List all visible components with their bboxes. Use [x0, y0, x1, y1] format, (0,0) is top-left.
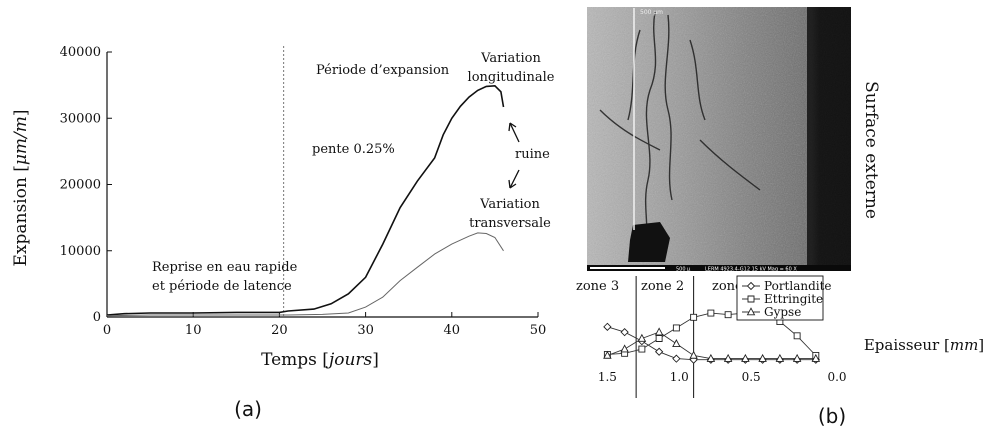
legend-marker — [746, 281, 756, 291]
y-tick-label: 20000 — [60, 178, 101, 193]
series-portlandite — [607, 326, 816, 361]
point-ettringite — [655, 335, 663, 342]
annotation-variation-transversale-1: Variation — [479, 197, 540, 212]
y-tick-label: 40000 — [60, 45, 101, 60]
surface-externe-label: Surface externe — [861, 81, 881, 219]
point-portlandite — [672, 354, 681, 363]
x-tick-label-b: 1.0 — [670, 370, 689, 384]
series-longitudinale — [106, 84, 505, 316]
legend-label: Gypse — [764, 305, 801, 319]
x-axis-label-b: Epaisseur [mm] — [864, 336, 984, 354]
x-tick-label: 0 — [103, 323, 111, 338]
micrograph-info-label: LERM 4923.4-G12 15 kV Mag = 60 X — [705, 267, 797, 273]
y-tick-label: 0 — [93, 310, 101, 325]
x-tick-label-b: 1.5 — [598, 370, 617, 384]
micrograph-top-label: 500 μm — [640, 9, 663, 16]
micrograph-image: 500 μm 500 μ LERM 4923.4-G12 15 kV Mag =… — [587, 7, 851, 273]
expansion-chart: 0 10 20 30 40 50 0 10000 20000 30000 40000 Expansi… — [11, 45, 555, 421]
panel-a-label: (a) — [234, 397, 262, 421]
annotation-variation-longitudinale-1: Variation — [480, 51, 541, 66]
x-tick-label: 30 — [357, 323, 374, 338]
point-portlandite — [603, 322, 612, 331]
point-gypse — [620, 344, 629, 353]
point-portlandite — [654, 347, 664, 356]
x-tick-label: 10 — [185, 323, 202, 338]
point-ettringite — [724, 311, 732, 319]
x-tick-label: 50 — [530, 323, 547, 338]
point-ettringite — [707, 309, 715, 317]
y-tick-label: 30000 — [60, 111, 101, 126]
annotation-periode-expansion: Période d’expansion — [316, 63, 450, 78]
point-gypse — [723, 353, 733, 362]
point-ettringite — [638, 345, 646, 353]
micrograph-scale-label: 500 μ — [676, 267, 691, 273]
point-gypse — [792, 353, 802, 362]
legend-label: Ettringite — [764, 292, 823, 306]
x-tick-label: 40 — [444, 323, 461, 338]
annotation-variation-transversale-2: transversale — [469, 216, 551, 231]
point-ettringite — [690, 313, 698, 321]
ruine-arrows — [508, 122, 520, 189]
x-tick-label-b: 0.0 — [827, 370, 846, 384]
x-tick-label-b: 0.5 — [742, 370, 761, 384]
annotation-reprise-2: et période de latence — [152, 279, 292, 294]
x-axis-label: Temps [jours] — [261, 350, 379, 370]
point-gypse — [689, 350, 698, 359]
point-ettringite — [793, 332, 801, 340]
axes — [106, 46, 539, 318]
legend-label: Portlandite — [764, 279, 832, 293]
point-ettringite — [672, 324, 680, 332]
tick-labels: 0 10 20 30 40 50 0 10000 20000 30000 40000 — [60, 45, 547, 338]
panel-b-label: (b) — [818, 404, 846, 428]
point-gypse — [775, 353, 785, 362]
point-gypse — [811, 353, 821, 362]
legend-marker — [747, 295, 755, 303]
point-gypse — [706, 353, 716, 362]
zone-3-label: zone 3 — [576, 279, 619, 294]
annotation-variation-longitudinale-2: longitudinale — [468, 70, 555, 85]
zone-2-label: zone 2 — [641, 279, 684, 294]
point-gypse — [758, 353, 767, 362]
annotation-reprise-1: Reprise en eau rapide — [152, 260, 298, 275]
point-gypse — [603, 350, 612, 359]
y-tick-label: 10000 — [60, 244, 101, 259]
y-axis-label: Expansion [μm/m] — [11, 109, 31, 266]
point-portlandite — [620, 328, 629, 337]
annotation-ruine: ruine — [515, 147, 550, 162]
series-gypse — [607, 331, 816, 360]
point-gypse — [741, 353, 750, 362]
point-gypse — [672, 339, 681, 348]
series-lines — [106, 84, 505, 317]
annotation-pente: pente 0.25% — [312, 142, 395, 157]
x-tick-label: 20 — [271, 323, 288, 338]
series-transversale — [106, 232, 504, 317]
legend-marker — [746, 307, 756, 316]
point-gypse — [637, 333, 647, 342]
dark-crack-region — [628, 222, 670, 262]
micrograph-panel: 500 μm 500 μ LERM 4923.4-G12 15 kV Mag =… — [576, 7, 984, 428]
point-gypse — [654, 327, 664, 336]
